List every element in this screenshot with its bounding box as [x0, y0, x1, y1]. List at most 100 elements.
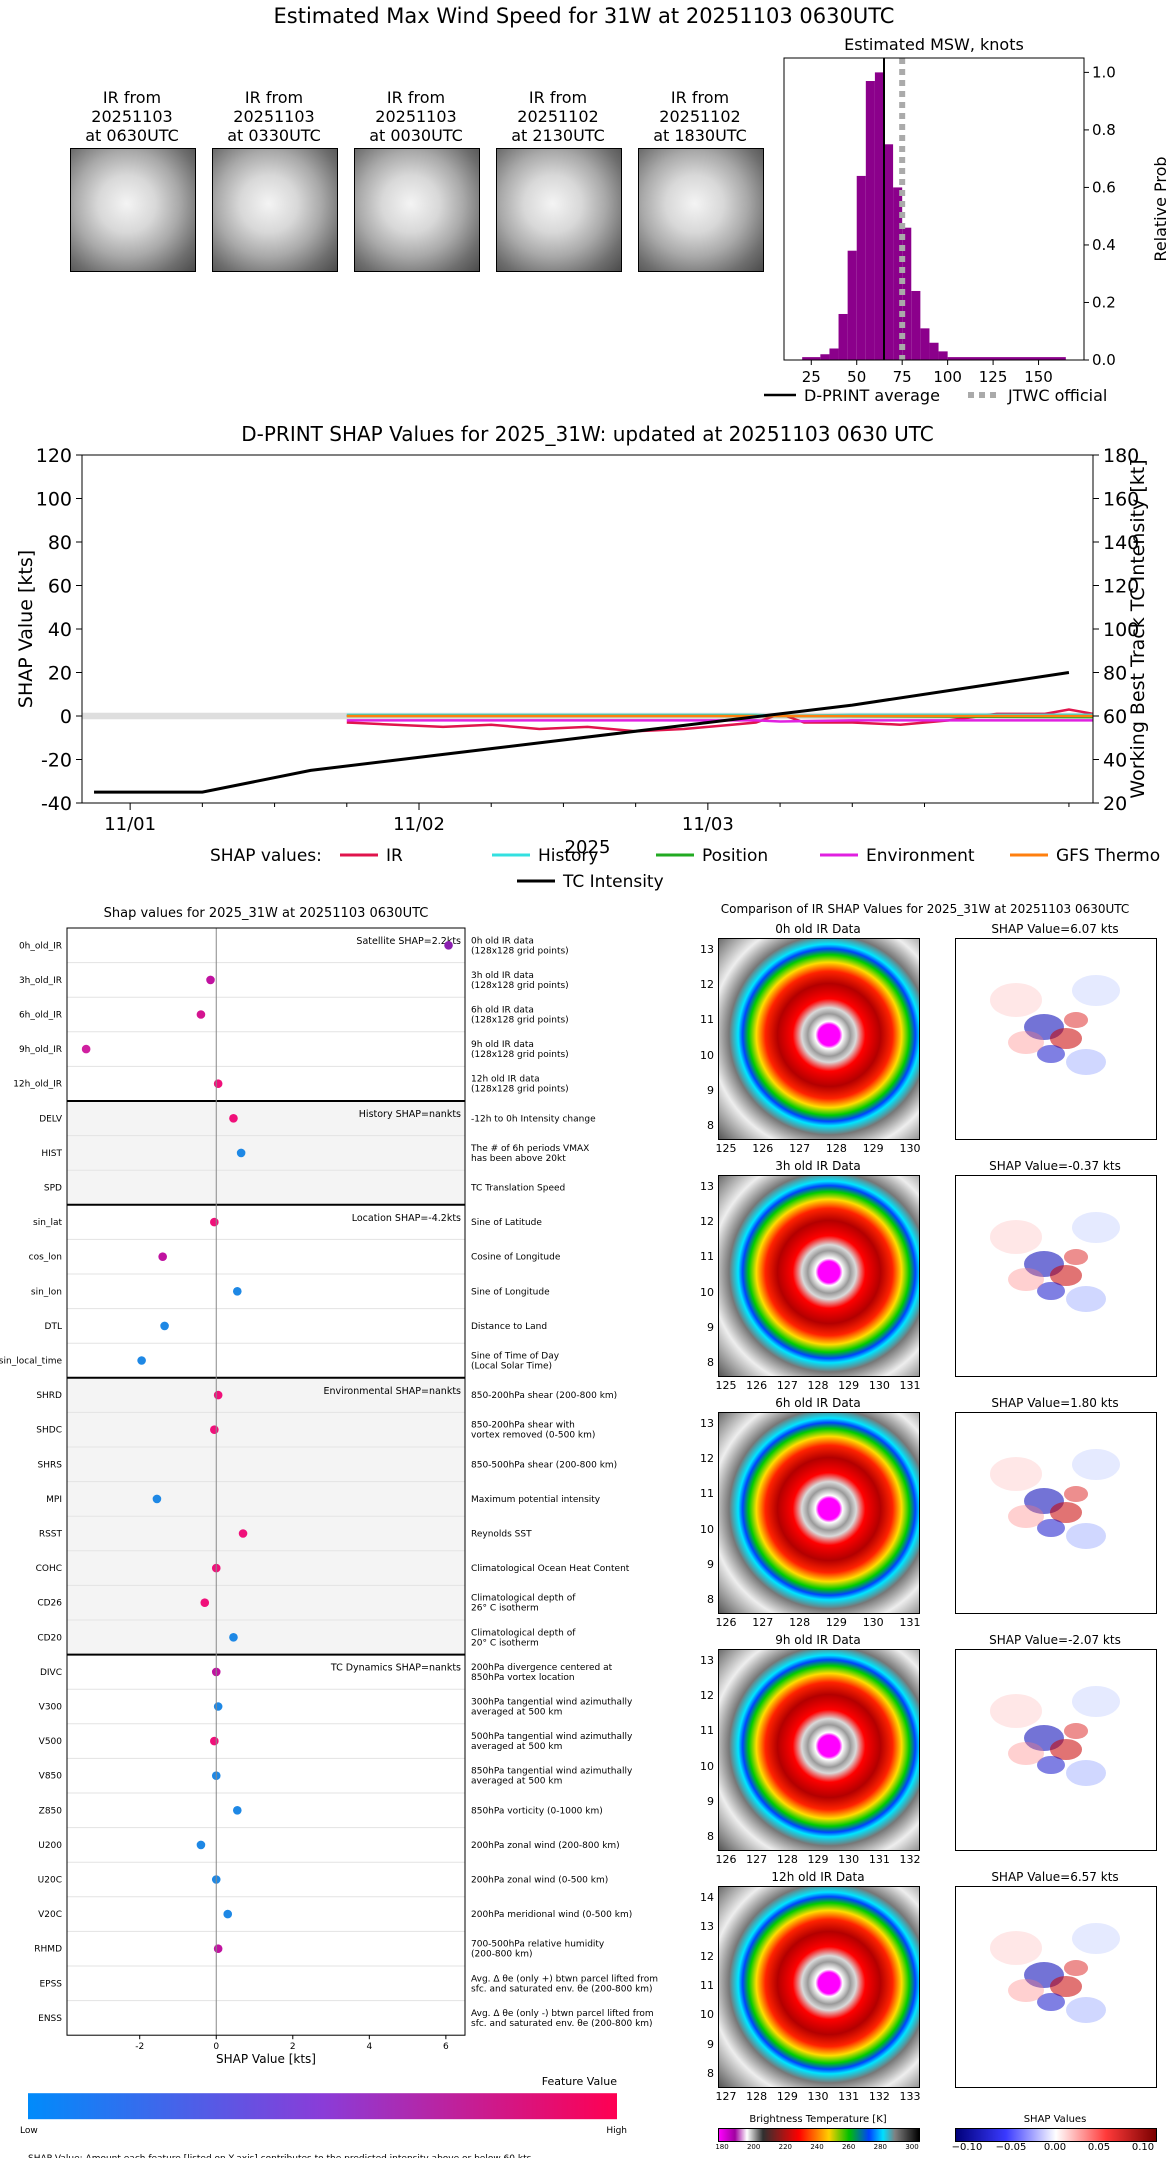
- histogram-bar: [911, 290, 921, 360]
- feature-shap-dot: [213, 1944, 223, 1953]
- shap-blob: [1064, 1249, 1088, 1265]
- thumbnail-label: IR from 20251102 at 1830UTC: [653, 88, 747, 145]
- x-tick-label: 25: [802, 368, 821, 386]
- histogram-bar: [802, 357, 821, 360]
- ir-y-tick-label: 11: [700, 1250, 714, 1264]
- feature-description: Climatological depth of 20° C isotherm: [471, 1628, 576, 1648]
- feature-description: 850-500hPa shear (200-800 km): [471, 1460, 617, 1470]
- ir-x-tick-label: 131: [899, 1616, 921, 1629]
- shap-blob: [1072, 975, 1120, 1007]
- feature-name: SPD: [44, 1184, 62, 1194]
- ir-y-tick-label: 9: [707, 1320, 714, 1334]
- dotplot-axes-frame: [66, 927, 466, 2036]
- feature-shap-dot: [158, 1252, 167, 1261]
- feature-shap-dot: [232, 1287, 242, 1296]
- ir-y-tick-label: 10: [700, 1285, 714, 1299]
- y-tick-label: -20: [41, 750, 72, 772]
- y2-tick-label: 20: [1103, 793, 1127, 815]
- series-line-environment: [346, 719, 1093, 723]
- feature-name: EPSS: [39, 1979, 62, 1989]
- shap-blob: [1072, 1923, 1120, 1955]
- shap-panel-title: SHAP Value=6.57 kts: [991, 1870, 1119, 1884]
- shap-blob: [1008, 1031, 1044, 1055]
- shap-blob: [990, 1931, 1042, 1965]
- feature-shap-dot: [213, 1079, 223, 1088]
- shap-blob: [1072, 1686, 1120, 1718]
- feature-shap-dot: [232, 1806, 242, 1815]
- y2-tick-label: 140: [1103, 532, 1139, 554]
- colorbar-high-label: High: [606, 2126, 627, 2136]
- shap-blob: [990, 1220, 1042, 1254]
- feature-name: DIVC: [40, 1668, 62, 1678]
- feature-name: V20C: [38, 1910, 62, 1920]
- ir-x-tick-label: 131: [838, 2090, 860, 2103]
- x-tick-label: 4: [366, 2042, 372, 2052]
- ir-x-tick-label: 129: [776, 2090, 798, 2103]
- feature-shap-dot: [210, 1736, 219, 1746]
- shap-blob: [1064, 1486, 1088, 1502]
- feature-description: Climatological depth of 26° C isotherm: [471, 1594, 576, 1614]
- feature-name: sin_lat: [33, 1218, 62, 1228]
- legend-title: SHAP values:: [210, 846, 322, 866]
- shap-blob: [1066, 1049, 1106, 1075]
- ir-y-tick-label: 12: [700, 1452, 714, 1466]
- y2-tick-label: 60: [1103, 706, 1127, 728]
- feature-description: Climatological Ocean Heat Content: [471, 1564, 630, 1574]
- msw-axes-frame: [783, 57, 1085, 361]
- ir-y-tick-label: 12: [700, 1949, 714, 1963]
- feature-name: 9h_old_IR: [19, 1045, 62, 1055]
- ir-panel-title: 12h old IR Data: [771, 1870, 865, 1884]
- footnote-shap: SHAP Value: Amount each feature [listed …: [28, 2154, 532, 2158]
- group-shap-label: Location SHAP=-4.2kts: [352, 1213, 461, 1224]
- shap-blob: [1064, 1960, 1088, 1976]
- ir-x-tick-label: 132: [868, 2090, 890, 2103]
- feature-name: sin_lon: [31, 1287, 62, 1297]
- ir-y-tick-label: 12: [700, 978, 714, 992]
- ir-x-tick-label: 131: [899, 1379, 921, 1392]
- y-tick-label: 1.0: [1092, 63, 1116, 81]
- shap-blob: [1050, 1976, 1082, 1997]
- feature-shap-plot: Shap values for 2025_31W at 20251103 063…: [0, 906, 658, 2158]
- feature-name: SHRD: [36, 1391, 62, 1401]
- y-tick-label: 0.4: [1092, 236, 1116, 254]
- ir-x-tick-label: 129: [807, 1853, 829, 1866]
- shap-blob: [1008, 1979, 1044, 2003]
- feature-description: Cosine of Longitude: [471, 1253, 561, 1263]
- feature-name: V850: [39, 1772, 63, 1782]
- x-tick-label: 11/03: [682, 814, 734, 835]
- group-shap-label: TC Dynamics SHAP=nankts: [330, 1663, 461, 1674]
- feature-name: DELV: [39, 1114, 63, 1124]
- colorbar-title: Feature Value: [542, 2075, 618, 2088]
- shap-blob: [1066, 1523, 1106, 1549]
- legend-label: Environment: [866, 846, 975, 866]
- y-tick-label: 120: [36, 445, 72, 467]
- x-tick-label: 2: [290, 2042, 296, 2052]
- feature-shap-dot: [200, 1598, 210, 1607]
- ir-y-tick-label: 10: [700, 1759, 714, 1773]
- timeseries-title: D-PRINT SHAP Values for 2025_31W: update…: [241, 422, 933, 446]
- dotplot-xlabel: SHAP Value [kts]: [216, 2052, 316, 2066]
- bt-tick-label: 280: [873, 2143, 888, 2151]
- legend-label: IR: [386, 846, 403, 866]
- shap-values-colorbar: [955, 2128, 1157, 2142]
- y2-tick-label: 160: [1103, 489, 1139, 511]
- feature-description: Distance to Land: [471, 1322, 547, 1332]
- feature-shap-dot: [137, 1356, 146, 1365]
- legend-label: TC Intensity: [562, 872, 664, 892]
- histogram-bar: [938, 351, 948, 360]
- histogram-bar: [947, 357, 1066, 360]
- x-tick-label: 11/01: [104, 814, 156, 835]
- feature-name: Z850: [39, 1806, 63, 1816]
- legend-label: Position: [702, 846, 768, 866]
- feature-description: 0h old IR data (128x128 grid points): [471, 936, 569, 956]
- y-tick-label: 80: [48, 532, 72, 554]
- ir-x-tick-label: 125: [715, 1142, 737, 1155]
- feature-description: Sine of Latitude: [471, 1218, 542, 1228]
- ir-comparison-title: Comparison of IR SHAP Values for 2025_31…: [720, 902, 1130, 916]
- shap-heatmap-image: [955, 1649, 1157, 1851]
- ir-y-tick-label: 13: [700, 1417, 714, 1430]
- group-shap-label: Environmental SHAP=nankts: [323, 1386, 461, 1397]
- feature-name: SHRS: [38, 1460, 63, 1470]
- shap-blob: [1037, 1756, 1065, 1775]
- ir-x-tick-label: 126: [752, 1142, 774, 1155]
